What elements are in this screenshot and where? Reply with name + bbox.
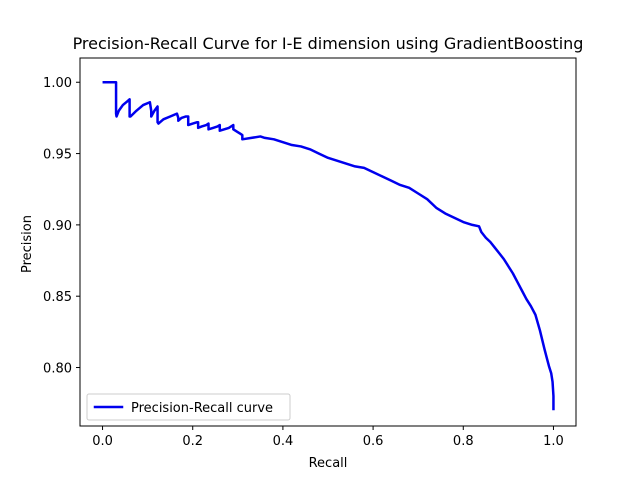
x-tick-label: 0.2 bbox=[182, 434, 203, 449]
legend: Precision-Recall curve bbox=[86, 393, 291, 421]
x-tick-label: 0.4 bbox=[273, 434, 294, 449]
legend-entry: Precision-Recall curve bbox=[131, 401, 273, 416]
x-tick-label: 0.8 bbox=[453, 434, 474, 449]
series-line-precision-recall-curve bbox=[102, 81, 555, 411]
legend-box bbox=[86, 393, 291, 421]
x-tick-label: 0.6 bbox=[363, 434, 384, 449]
x-tick-label: 1.0 bbox=[543, 434, 564, 449]
y-tick-label: 0.95 bbox=[43, 148, 72, 163]
y-tick-label: 0.90 bbox=[43, 219, 72, 234]
y-tick-label: 1.00 bbox=[43, 76, 72, 91]
plot-area bbox=[102, 81, 555, 411]
plot-frame bbox=[79, 57, 577, 427]
y-axis-label: Precision bbox=[20, 215, 35, 273]
y-tick-label: 0.80 bbox=[43, 362, 72, 377]
x-tick-label: 0.0 bbox=[92, 434, 113, 449]
x-axis-label: Recall bbox=[309, 456, 348, 471]
axis-ticks: 0.0 0.2 0.4 0.6 0.8 1.0 0.80 0.85 0.90 0.95 1.00 bbox=[43, 76, 564, 449]
chart-title: Precision-Recall Curve for I-E dimension… bbox=[73, 34, 584, 53]
y-tick-label: 0.85 bbox=[43, 290, 72, 305]
